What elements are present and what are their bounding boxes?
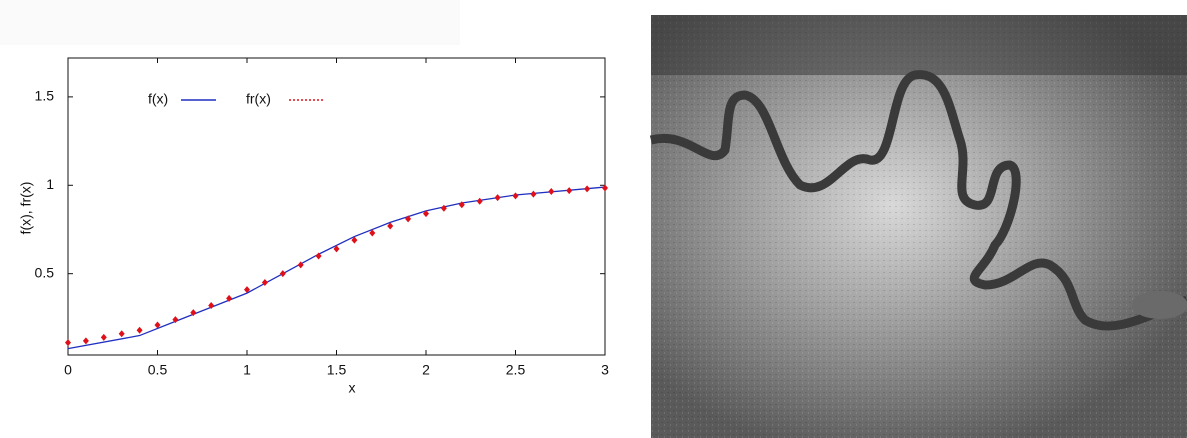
marker xyxy=(369,229,376,237)
x-tick-label: 1 xyxy=(243,362,251,378)
marker xyxy=(333,245,340,253)
marker xyxy=(530,190,537,198)
marker xyxy=(602,184,608,192)
marker xyxy=(82,337,89,345)
photo xyxy=(649,15,1187,438)
marker xyxy=(65,339,71,347)
chart: x f(x), fr(x) 0 0.5 1 1.5 2 2.5 3 0.5 1 1.5 f(x) fr… xyxy=(18,57,609,396)
marker xyxy=(226,294,233,302)
marker xyxy=(548,187,555,195)
y-tick-label: 1 xyxy=(46,176,54,192)
marker xyxy=(154,321,161,329)
marker xyxy=(566,187,573,195)
lake xyxy=(1132,291,1187,319)
marker xyxy=(458,201,465,209)
marker xyxy=(387,222,394,230)
marker xyxy=(136,326,143,334)
marker xyxy=(476,197,483,205)
marker xyxy=(172,316,179,324)
marker xyxy=(315,252,322,260)
y-tick-label: 0.5 xyxy=(35,264,55,280)
marker xyxy=(584,185,591,193)
y-tick-label: 1.5 xyxy=(35,88,55,104)
x-tick-label: 3 xyxy=(601,362,609,378)
legend-label: fr(x) xyxy=(246,91,271,107)
x-axis-label: x xyxy=(349,380,356,396)
header-band xyxy=(0,0,460,45)
x-tick-label: 2 xyxy=(422,362,430,378)
marker xyxy=(208,302,215,309)
marker xyxy=(244,286,250,294)
legend-label: f(x) xyxy=(148,91,168,107)
marker xyxy=(405,215,412,223)
marker xyxy=(351,236,358,244)
y-axis-label: f(x), fr(x) xyxy=(18,182,34,235)
x-tick-label: 2.5 xyxy=(506,362,526,378)
marker xyxy=(100,333,107,341)
marker xyxy=(297,261,304,269)
marker xyxy=(494,194,501,202)
marker xyxy=(440,204,447,212)
marker xyxy=(512,192,519,200)
photo-forest xyxy=(651,15,1187,75)
line xyxy=(67,186,606,350)
marker xyxy=(190,309,197,317)
marker xyxy=(423,210,429,218)
marker xyxy=(261,279,268,287)
x-tick-label: 0 xyxy=(64,362,72,378)
marker xyxy=(279,270,286,278)
photo-texture xyxy=(651,15,1187,438)
marker xyxy=(118,330,125,338)
x-tick-label: 1.5 xyxy=(327,362,347,378)
x-tick-label: 0.5 xyxy=(148,362,168,378)
river xyxy=(649,70,1187,331)
